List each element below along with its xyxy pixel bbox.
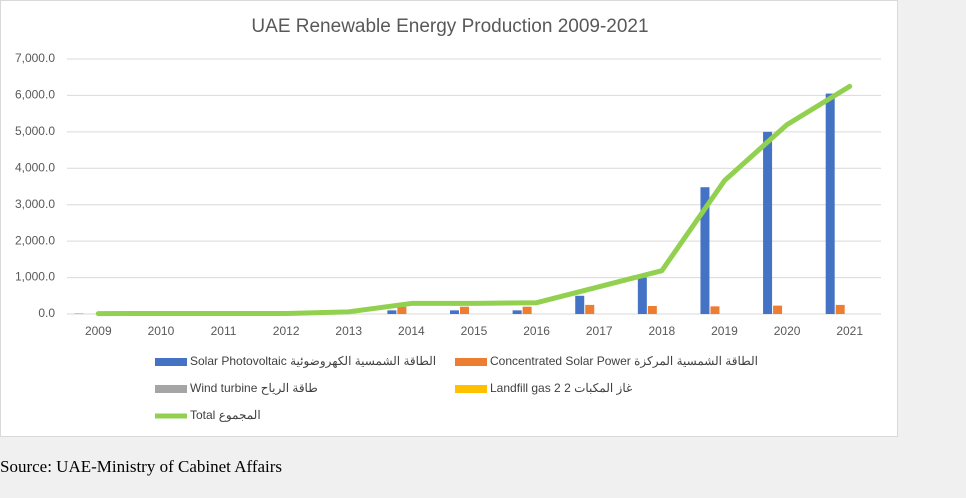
legend-label: Wind turbine طاقة الرياح <box>190 381 318 395</box>
y-tick-label: 1,000.0 <box>15 270 55 284</box>
line <box>95 83 853 317</box>
bar <box>585 304 595 314</box>
chart-title: UAE Renewable Energy Production 2009-202… <box>251 16 648 37</box>
legend-label: Concentrated Solar Power الطاقة الشمسية … <box>490 354 758 368</box>
chart-background <box>0 0 898 437</box>
bar <box>710 306 720 314</box>
source: Source: UAE-Ministry of Cabinet Affairs <box>0 457 283 476</box>
x-tick-label: 2011 <box>211 324 237 338</box>
bar <box>763 131 773 314</box>
x-tick-label: 2014 <box>398 324 425 338</box>
bar <box>700 187 710 314</box>
y-tick-label: 3,000.0 <box>15 197 55 211</box>
bar <box>825 93 835 314</box>
legend-marker <box>455 385 487 393</box>
bar <box>512 310 522 314</box>
x-tick-label: 2015 <box>461 324 488 338</box>
x-tick-label: 2021 <box>836 324 863 338</box>
bar <box>450 310 459 314</box>
bar <box>773 305 783 314</box>
x-tick-label: 2019 <box>711 324 738 338</box>
legend-marker <box>155 358 187 366</box>
x-tick-label: 2009 <box>85 324 112 338</box>
y-tick-label: 6,000.0 <box>15 88 55 102</box>
x-tick-label: 2017 <box>586 324 613 338</box>
y-tick-label: 0.0 <box>38 306 55 320</box>
x-tick-label: 2013 <box>335 324 362 338</box>
x-tick-label: 2020 <box>774 324 801 338</box>
y-tick-label: 4,000.0 <box>15 160 55 174</box>
bar <box>647 305 657 314</box>
legend-marker <box>455 358 487 366</box>
bar <box>397 306 407 314</box>
x-tick-label: 2010 <box>148 324 175 338</box>
y-tick-label: 5,000.0 <box>15 124 55 138</box>
chart: UAE Renewable Energy Production 2009-202… <box>0 0 898 437</box>
bar <box>387 310 397 314</box>
bar <box>637 277 647 314</box>
legend-label: Solar Photovoltaic الطاقة الشمسية الكهرو… <box>190 354 436 368</box>
x-tick-label: 2018 <box>648 324 675 338</box>
bar <box>522 306 532 314</box>
y-tick-label: 7,000.0 <box>15 51 55 65</box>
bar <box>460 306 469 314</box>
x-tick-label: 2012 <box>273 324 300 338</box>
bar <box>575 295 585 314</box>
legend-marker <box>155 385 187 393</box>
x-tick-label: 2016 <box>523 324 550 338</box>
legend-label: Landfill gas 2 غاز المكبات 2 <box>490 381 632 395</box>
y-tick-label: 2,000.0 <box>15 233 55 247</box>
legend-label: Total المجموع <box>190 408 261 422</box>
bar <box>835 304 845 314</box>
